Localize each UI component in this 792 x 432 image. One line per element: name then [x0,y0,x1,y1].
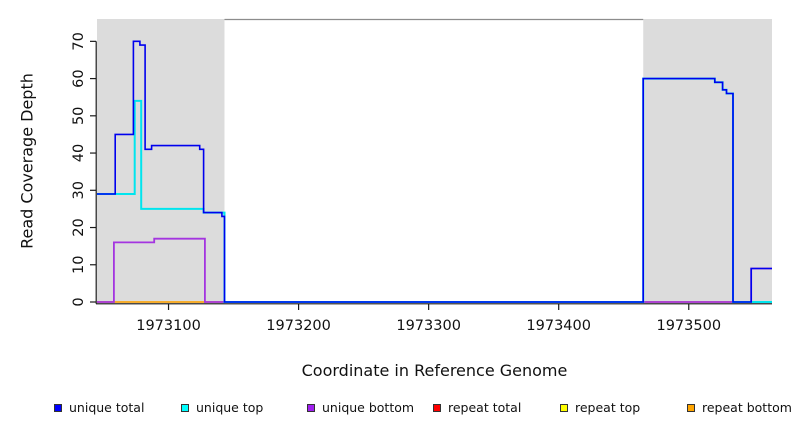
legend-item-unique-total: unique total [54,398,144,418]
legend-item-repeat-bottom: repeat bottom [687,398,792,418]
shaded-region [643,19,772,304]
legend-label: repeat bottom [702,399,792,415]
legend-swatch-unique-bottom [307,404,315,412]
x-tick-label: 1973400 [526,318,591,334]
series-line-unique-total [97,40,772,303]
legend-swatch-repeat-top [560,404,568,412]
legend-item-unique-top: unique top [181,398,263,418]
y-tick-label: 10 [71,256,87,274]
y-tick-label: 50 [71,107,87,125]
x-tick-label: 1973500 [656,318,721,334]
legend-label: unique bottom [322,399,415,415]
x-tick-label: 1973200 [266,318,331,334]
y-tick-label: 20 [71,218,87,236]
legend-swatch-repeat-total [433,404,441,412]
legend-item-repeat-total: repeat total [433,398,521,418]
x-tick-label: 1973100 [136,318,201,334]
y-tick-label: 0 [71,297,87,306]
legend-swatch-unique-top [181,404,189,412]
y-tick-label: 60 [71,69,87,87]
legend-item-unique-bottom: unique bottom [307,398,414,418]
legend-label: repeat total [448,399,522,415]
legend-label: unique total [69,399,145,415]
legend: unique total unique top unique bottom re… [0,398,792,418]
legend-label: unique top [196,399,264,415]
y-tick-label: 40 [71,144,87,162]
y-tick-label: 70 [71,32,87,50]
x-tick-label: 1973300 [396,318,461,334]
legend-label: repeat top [575,399,641,415]
x-axis-title: Coordinate in Reference Genome [301,361,568,380]
legend-item-repeat-top: repeat top [560,398,640,418]
legend-swatch-repeat-bottom [687,404,695,412]
legend-swatch-unique-total [54,404,62,412]
y-axis-title: Read Coverage Depth [17,73,37,249]
y-tick-label: 30 [71,181,87,199]
